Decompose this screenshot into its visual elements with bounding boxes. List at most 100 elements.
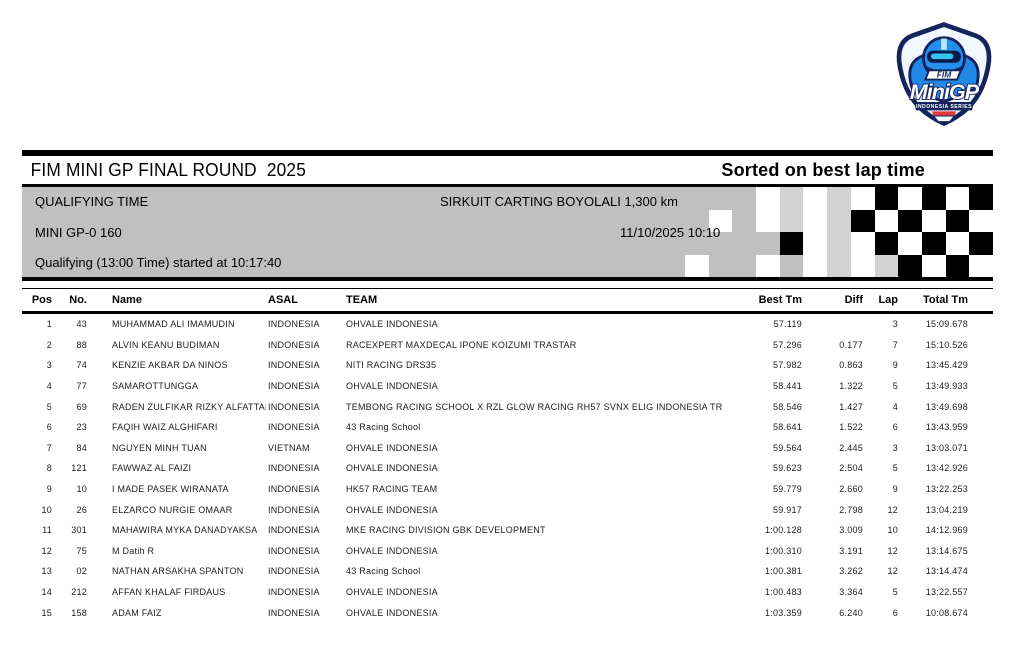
- table-row: 4 77 SAMAROTTUNGGA INDONESIA OHVALE INDONESI…: [22, 376, 993, 397]
- cell-team: OHVALE INDONESIA: [346, 442, 438, 453]
- cell-best-tm: 57.982: [772, 360, 802, 371]
- col-header-total-tm: Total Tm: [912, 288, 993, 314]
- checker-cell: [945, 254, 970, 277]
- checker-cell: [850, 232, 875, 255]
- cell-no: 75: [76, 545, 87, 556]
- checker-cell: [803, 232, 828, 255]
- checker-cell: [827, 232, 851, 255]
- cell-no: 88: [76, 339, 87, 350]
- table-row: 7 84 NGUYEN MINH TUAN VIETNAM OHVALE INDONES…: [22, 438, 993, 459]
- cell-team: OHVALE INDONESIA: [346, 545, 438, 556]
- session-datetime: 11/10/2025 10:10: [620, 225, 721, 240]
- title-bar: FIM MINI GP FINAL ROUND 2025 Sorted on b…: [22, 150, 993, 184]
- cell-lap: 5: [892, 381, 898, 392]
- cell-no: 301: [71, 525, 87, 536]
- cell-team: OHVALE INDONESIA: [346, 463, 438, 474]
- cell-pos: 8: [46, 463, 52, 474]
- checker-cell: [732, 210, 756, 233]
- checker-cell: [921, 254, 946, 277]
- cell-lap: 12: [887, 566, 898, 577]
- class-name: MINI GP-0 160: [35, 225, 122, 240]
- cell-diff: 3.262: [839, 566, 863, 577]
- cell-pos: 7: [46, 442, 52, 453]
- cell-best-tm: 58.546: [772, 401, 802, 412]
- cell-best-tm: 57.296: [772, 339, 802, 350]
- checker-cell: [709, 187, 733, 210]
- cell-pos: 12: [41, 545, 52, 556]
- logo-series-banner: [914, 102, 974, 111]
- cell-lap: 6: [892, 607, 898, 618]
- cell-best-tm: 59.917: [772, 504, 802, 515]
- checker-cell: [969, 254, 993, 277]
- cell-pos: 11: [42, 525, 52, 536]
- cell-best-tm: 58.641: [772, 422, 802, 433]
- table-row: 15 158 ADAM FAIZ INDONESIA OHVALE INDONESIA 1…: [22, 602, 993, 623]
- cell-no: 158: [71, 607, 87, 618]
- table-row: 14 212 AFFAN KHALAF FIRDAUS INDONESIA OHVALE…: [22, 582, 993, 603]
- col-header-diff: Diff: [810, 288, 870, 314]
- checker-cell: [803, 254, 828, 277]
- cell-name: NATHAN ARSAKHA SPANTON: [112, 566, 244, 577]
- logo-fim-plate: [923, 69, 963, 81]
- cell-total-tm: 13:03.071: [925, 442, 968, 453]
- cell-best-tm: 58.441: [772, 381, 802, 392]
- cell-asal: INDONESIA: [268, 525, 320, 536]
- checker-cell: [756, 187, 780, 210]
- cell-pos: 14: [41, 587, 52, 598]
- table-row: 10 26 ELZARCO NURGIE OMAAR INDONESIA OHVALE …: [22, 499, 993, 520]
- checker-cell: [708, 209, 733, 232]
- cell-best-tm: 1:00.381: [764, 566, 802, 577]
- checker-cell: [921, 209, 946, 232]
- cell-lap: 10: [887, 525, 898, 536]
- cell-diff: 1.522: [839, 422, 863, 433]
- table-header-row: Pos No. Name ASAL TEAM Best Tm Diff Lap …: [22, 288, 993, 314]
- checker-cell: [874, 232, 899, 255]
- logo-helmet-stripe: [941, 38, 947, 50]
- cell-total-tm: 13:14.474: [925, 566, 968, 577]
- minigp-logo: FIM MiniGP INDONESIA SERIES: [896, 22, 992, 127]
- cell-team: NITI RACING DRS35: [346, 360, 437, 371]
- checker-cell: [756, 254, 780, 277]
- table-row: 8 121 FAWWAZ AL FAIZI INDONESIA OHVALE INDON…: [22, 458, 993, 479]
- results-table: Pos No. Name ASAL TEAM Best Tm Diff Lap …: [22, 288, 993, 623]
- cell-total-tm: 13:14.675: [925, 545, 968, 556]
- cell-pos: 5: [46, 401, 52, 412]
- cell-pos: 4: [46, 381, 52, 392]
- cell-diff: 3.364: [839, 587, 863, 598]
- cell-pos: 3: [46, 360, 52, 371]
- cell-pos: 6: [46, 422, 52, 433]
- cell-best-tm: 1:00.310: [764, 545, 802, 556]
- cell-asal: INDONESIA: [268, 422, 320, 433]
- checker-cell: [779, 232, 804, 255]
- cell-diff: [810, 313, 870, 335]
- cell-lap: 4: [892, 401, 898, 412]
- cell-lap: 9: [892, 484, 898, 495]
- checker-cell: [779, 187, 804, 210]
- cell-lap: 12: [887, 545, 898, 556]
- cell-asal: INDONESIA: [268, 545, 320, 556]
- session-started-note: Qualifying (13:00 Time) started at 10:17…: [35, 255, 282, 270]
- table-row: 3 74 KENZIE AKBAR DA NINOS INDONESIA NITI RA…: [22, 355, 993, 376]
- session-info-box: QUALIFYING TIME SIRKUIT CARTING BOYOLALI…: [22, 184, 993, 281]
- cell-name: RADEN ZULFIKAR RIZKY ALFATTAH: [112, 401, 266, 412]
- checker-cell: [850, 187, 875, 210]
- cell-lap: 5: [892, 463, 898, 474]
- col-header-asal: ASAL: [266, 288, 344, 314]
- cell-total-tm: 13:49.933: [925, 381, 968, 392]
- checker-cell: [850, 209, 875, 232]
- checker-cell: [874, 209, 899, 232]
- logo-fim-text: FIM: [937, 70, 952, 80]
- cell-no: 121: [71, 463, 87, 474]
- cell-diff: 2.798: [839, 504, 863, 515]
- cell-asal: INDONESIA: [268, 504, 320, 515]
- checker-cell: [780, 255, 804, 278]
- logo-minigp-text: MiniGP: [910, 80, 980, 104]
- checker-cell: [874, 187, 899, 210]
- cell-name: KENZIE AKBAR DA NINOS: [112, 360, 228, 371]
- cell-lap: 9: [892, 360, 898, 371]
- checker-cell: [945, 232, 970, 255]
- cell-diff: 3.009: [839, 525, 863, 536]
- logo-flag-red: [931, 111, 957, 116]
- cell-asal: INDONESIA: [268, 566, 320, 577]
- cell-total-tm: 13:04.219: [925, 504, 968, 515]
